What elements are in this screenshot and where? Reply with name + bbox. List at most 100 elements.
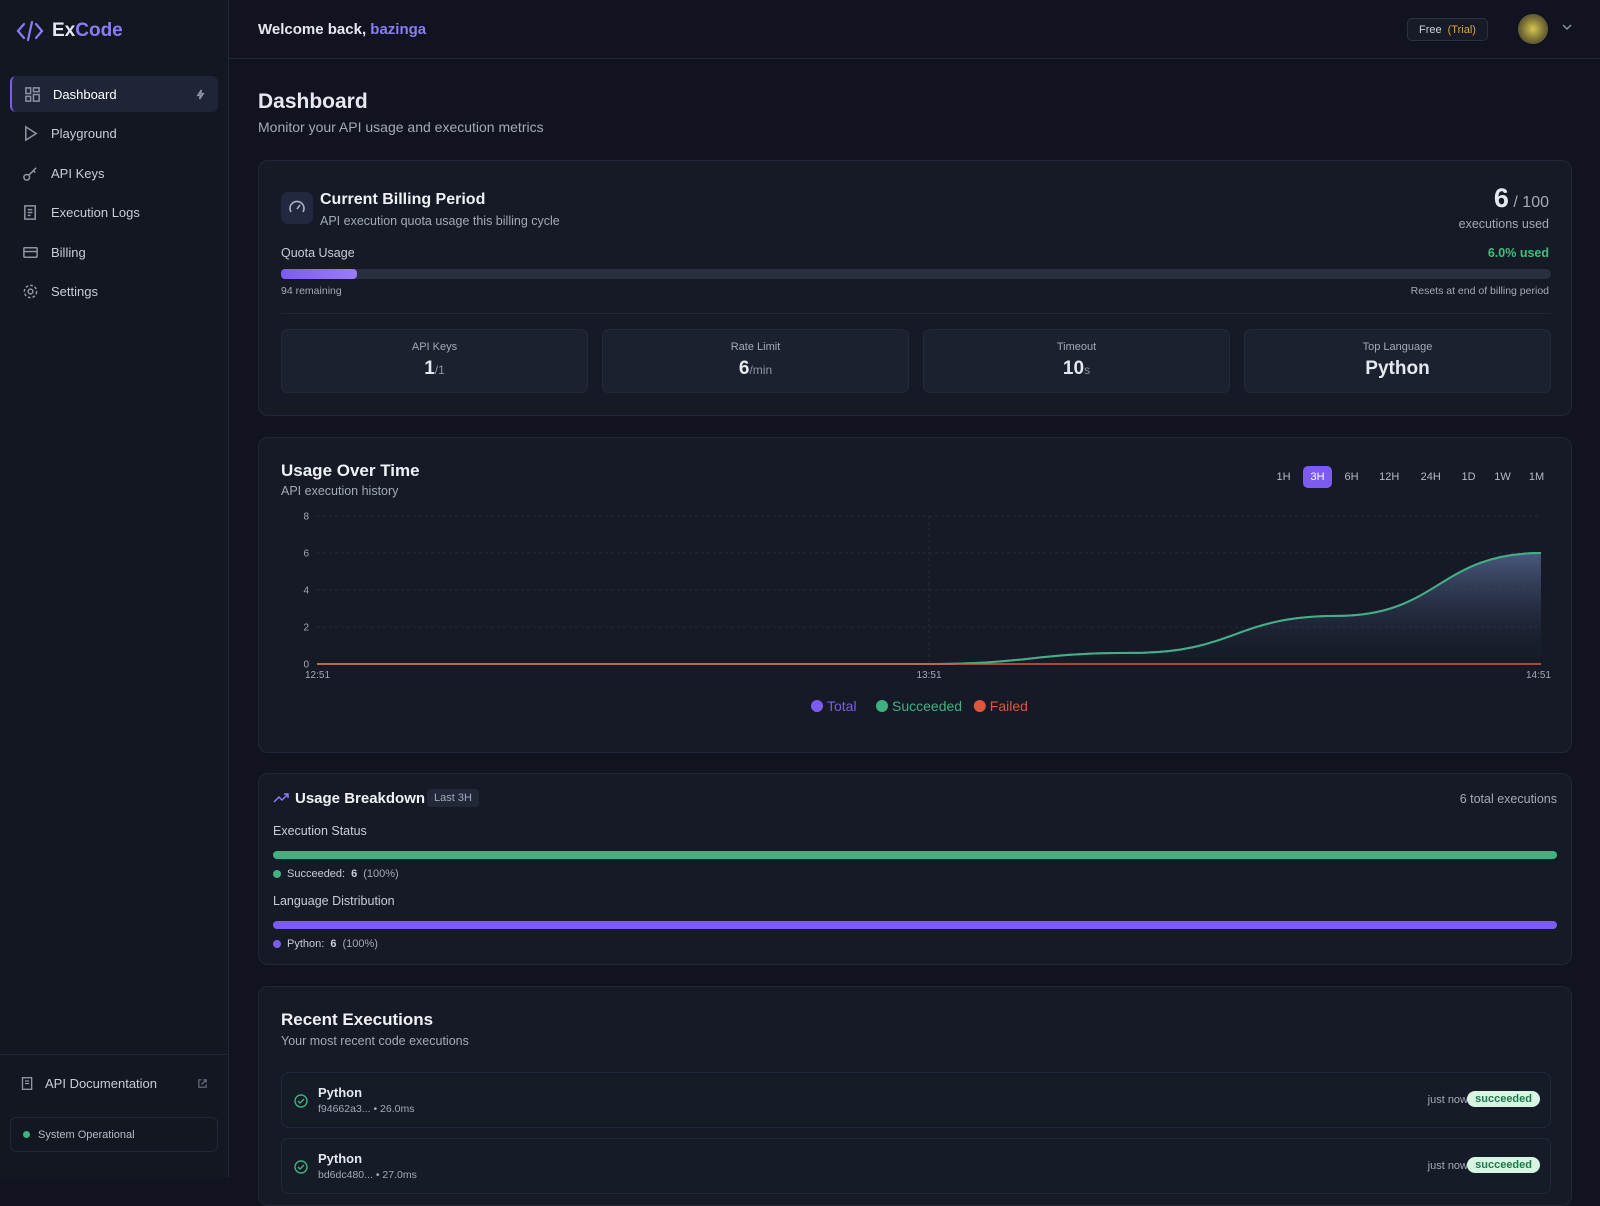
nav-item[interactable]: Settings bbox=[10, 274, 218, 310]
divider bbox=[281, 313, 1551, 314]
stat-card: API Keys 1/1 bbox=[281, 329, 588, 393]
success-icon bbox=[294, 1094, 308, 1108]
usage-subtitle: API execution history bbox=[281, 484, 399, 498]
icon bbox=[24, 205, 36, 220]
brand-suffix: Code bbox=[75, 20, 123, 41]
brand-prefix: Ex bbox=[52, 20, 76, 41]
stat-unit: /min bbox=[749, 363, 773, 377]
nav-item[interactable]: Playground bbox=[10, 116, 218, 152]
status-legend: Succeeded: 6 (100%) bbox=[273, 868, 399, 880]
range-button[interactable]: 24H bbox=[1420, 471, 1441, 483]
quota-track bbox=[281, 269, 1551, 279]
nav-label: Dashboard bbox=[53, 86, 117, 102]
icon bbox=[25, 86, 40, 102]
range-button[interactable]: 12H bbox=[1379, 471, 1400, 483]
exec-status: succeeded bbox=[1467, 1157, 1540, 1173]
reset-note: Resets at end of billing period bbox=[1410, 285, 1549, 297]
nav: Dashboard Playground API Keys Execution … bbox=[10, 76, 218, 313]
remaining: 94 remaining bbox=[281, 285, 342, 297]
status-share: (100%) bbox=[363, 868, 399, 880]
exec-duration: • 26.0ms bbox=[373, 1103, 415, 1115]
stat-label: Rate Limit bbox=[730, 341, 781, 353]
api-docs-link[interactable]: API Documentation bbox=[20, 1076, 208, 1091]
billing-subtitle: API execution quota usage this billing c… bbox=[320, 214, 560, 228]
legend-dot bbox=[811, 700, 823, 712]
billing-icon bbox=[281, 192, 313, 224]
stat-label: Top Language bbox=[1362, 341, 1433, 353]
legend-dot bbox=[273, 870, 281, 878]
plan: Free bbox=[1419, 23, 1442, 36]
system-status: System Operational bbox=[10, 1117, 218, 1152]
legend-dot bbox=[273, 940, 281, 948]
range-button[interactable]: 1W bbox=[1494, 471, 1511, 483]
stat-value: Python bbox=[1365, 358, 1430, 379]
y-tick-label: 6 bbox=[303, 549, 309, 560]
breakdown-title: Usage Breakdown bbox=[295, 790, 426, 807]
status-count: 6 bbox=[351, 868, 358, 880]
quota-label: Quota Usage bbox=[281, 246, 355, 260]
language-bar bbox=[273, 921, 1557, 929]
trend-icon bbox=[273, 793, 289, 803]
avatar[interactable] bbox=[1518, 14, 1548, 44]
username: bazinga bbox=[370, 21, 427, 38]
icon bbox=[21, 1077, 33, 1090]
usage-title: Usage Over Time bbox=[281, 461, 420, 480]
legend-dot bbox=[973, 700, 986, 712]
header: Welcome back, bazinga Free (Trial) bbox=[229, 0, 1600, 59]
language-track bbox=[273, 921, 1557, 929]
language-legend: Python: 6 (100%) bbox=[273, 938, 378, 950]
execution-row[interactable]: Python bd6dc480... • 27.0ms just now suc… bbox=[281, 1138, 1551, 1194]
welcome: Welcome back, bazinga bbox=[258, 21, 426, 38]
stat-unit: /1 bbox=[434, 363, 445, 377]
range-button[interactable]: 6H bbox=[1344, 471, 1359, 483]
legend-label: Total bbox=[827, 698, 857, 714]
recent-card: Recent Executions Your most recent code … bbox=[258, 986, 1572, 1206]
range-button[interactable]: 1D bbox=[1461, 471, 1476, 483]
plan-note: (Trial) bbox=[1447, 23, 1476, 36]
range-button[interactable]: 1H bbox=[1276, 471, 1291, 483]
stat-value: 10 bbox=[1062, 358, 1085, 379]
range-button[interactable]: 3H bbox=[1303, 466, 1332, 488]
icon bbox=[23, 284, 38, 299]
page-subtitle: Monitor your API usage and execution met… bbox=[258, 119, 544, 135]
exec-id: bd6dc480... bbox=[318, 1169, 373, 1181]
brand[interactable]: ExCode bbox=[16, 20, 123, 42]
exec-time: just now bbox=[1427, 1160, 1468, 1172]
page-title: Dashboard bbox=[258, 90, 368, 113]
stat-value: 1 bbox=[424, 358, 435, 379]
status-track bbox=[273, 851, 1557, 859]
range-button[interactable]: 1M bbox=[1528, 471, 1545, 483]
billing-title: Current Billing Period bbox=[320, 191, 486, 208]
breakdown-card: Usage Breakdown Last 3H 6 total executio… bbox=[258, 773, 1572, 965]
series-area bbox=[317, 553, 1541, 664]
legend-dot bbox=[876, 700, 888, 712]
language-share: (100%) bbox=[342, 938, 378, 950]
billing-card: Current Billing Period API execution quo… bbox=[258, 160, 1572, 416]
execution-row[interactable]: Python f94662a3... • 26.0ms just now suc… bbox=[281, 1072, 1551, 1128]
language-title: Language Distribution bbox=[273, 894, 395, 908]
nav-item[interactable]: API Keys bbox=[10, 155, 218, 191]
exec-language: Python bbox=[318, 1151, 363, 1166]
nav-item[interactable]: Dashboard bbox=[10, 76, 218, 112]
sidebar: ExCode Dashboard Playground API Keys Exe… bbox=[0, 0, 229, 1177]
recent-subtitle: Your most recent code executions bbox=[281, 1034, 469, 1048]
icon bbox=[196, 89, 205, 99]
nav-item[interactable]: Billing bbox=[10, 234, 218, 270]
legend-label: Failed bbox=[990, 698, 1028, 714]
y-tick-label: 0 bbox=[303, 660, 309, 671]
quota: / 100 bbox=[1513, 194, 1549, 211]
nav-label: Execution Logs bbox=[51, 205, 140, 220]
range-badge: Last 3H bbox=[427, 789, 479, 807]
usage-card: Usage Over Time API execution history 1H… bbox=[258, 437, 1572, 753]
y-tick-label: 2 bbox=[303, 623, 309, 634]
used-caption: executions used bbox=[1458, 217, 1549, 231]
nav-item[interactable]: Execution Logs bbox=[10, 195, 218, 231]
y-tick-label: 4 bbox=[303, 586, 309, 597]
welcome-text: Welcome back, bbox=[258, 21, 367, 38]
nav-label: Playground bbox=[51, 126, 117, 141]
legend-label: Succeeded bbox=[892, 698, 962, 714]
nav-label: Billing bbox=[51, 244, 86, 260]
chevron[interactable] bbox=[1562, 23, 1572, 31]
plan-badge[interactable]: Free (Trial) bbox=[1407, 18, 1488, 41]
